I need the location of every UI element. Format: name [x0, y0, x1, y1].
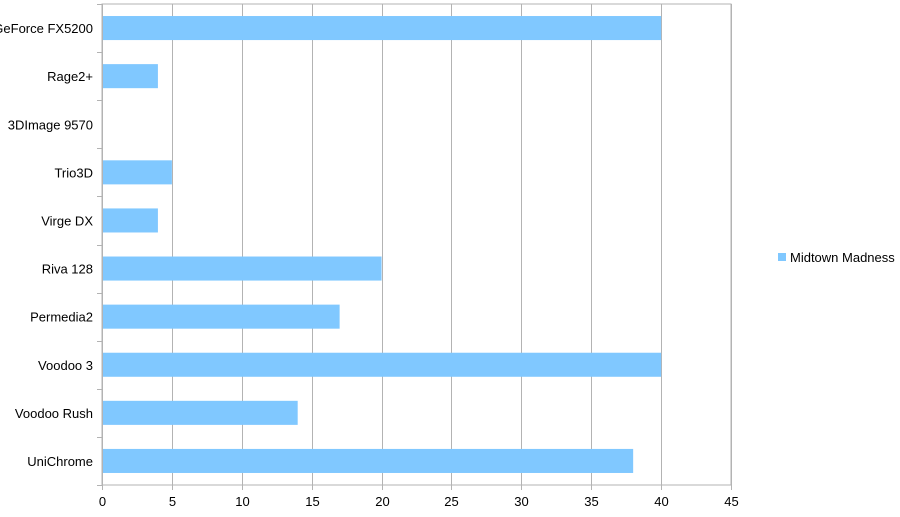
x-tick-label: 40 — [654, 494, 668, 509]
x-tick-label: 15 — [305, 494, 319, 509]
x-tick-label: 30 — [514, 494, 528, 509]
bar — [103, 64, 158, 89]
y-category-label: GeForce FX5200 — [0, 21, 93, 36]
y-category-label: Rage2+ — [47, 69, 93, 84]
bar — [103, 208, 158, 233]
x-tick-label: 35 — [584, 494, 598, 509]
x-tick-label: 5 — [169, 494, 176, 509]
y-category-label: UniChrome — [27, 454, 93, 469]
x-tick-label: 20 — [375, 494, 389, 509]
y-category-label: Voodoo Rush — [15, 406, 93, 421]
bar — [103, 16, 662, 41]
bar — [103, 352, 662, 377]
bar — [103, 448, 634, 473]
legend-swatch — [778, 253, 786, 261]
y-category-label: Permedia2 — [30, 310, 93, 325]
bar — [103, 400, 298, 425]
x-tick-label: 0 — [99, 494, 106, 509]
bar — [103, 160, 172, 185]
y-category-label: 3DImage 9570 — [8, 117, 93, 132]
bar — [103, 256, 382, 281]
x-tick-label: 10 — [235, 494, 249, 509]
bar — [103, 304, 340, 329]
x-tick-label: 45 — [724, 494, 738, 509]
y-category-label: Trio3D — [54, 165, 93, 180]
y-category-label: Riva 128 — [42, 262, 93, 277]
legend: Midtown Madness — [778, 248, 895, 266]
x-tick-label: 25 — [444, 494, 458, 509]
y-category-label: Voodoo 3 — [38, 358, 93, 373]
legend-label: Midtown Madness — [790, 249, 895, 265]
y-category-label: Virge DX — [41, 213, 93, 228]
